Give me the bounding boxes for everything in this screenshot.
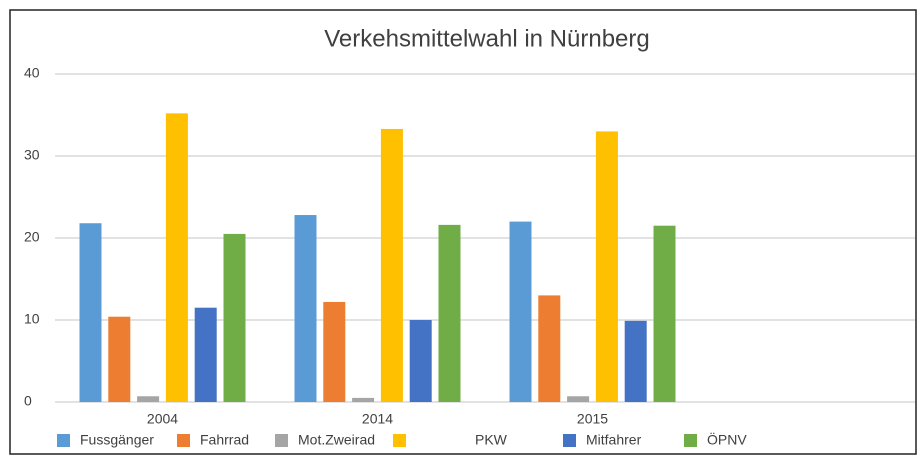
bar — [294, 215, 317, 402]
legend-label: Mot.Zweirad — [298, 432, 375, 448]
bar — [438, 224, 461, 402]
bar — [595, 131, 618, 402]
bar — [509, 221, 532, 402]
legend-swatch — [57, 434, 70, 447]
bar — [79, 223, 102, 402]
legend-label: ÖPNV — [707, 431, 747, 448]
legend-swatch — [563, 434, 576, 447]
x-tick-label: 2004 — [147, 411, 178, 427]
bar — [624, 320, 647, 402]
legend-label: PKW — [475, 432, 508, 448]
legend-swatch — [177, 434, 190, 447]
bar — [194, 307, 217, 402]
legend-swatch — [275, 434, 288, 447]
x-tick-label: 2015 — [577, 411, 608, 427]
bar — [352, 397, 375, 402]
x-tick-label: 2014 — [362, 411, 393, 427]
legend-label: Fussgänger — [80, 432, 154, 448]
y-tick-label: 0 — [24, 393, 32, 409]
y-tick-label: 40 — [24, 65, 40, 81]
y-tick-label: 10 — [24, 311, 40, 327]
bar — [165, 113, 188, 403]
chart-frame — [9, 9, 917, 455]
legend-label: Fahrrad — [200, 432, 249, 448]
bar — [323, 301, 346, 402]
legend-swatch — [393, 434, 406, 447]
bar — [653, 225, 676, 402]
bar — [137, 396, 160, 402]
y-tick-label: 30 — [24, 147, 40, 163]
y-tick-label: 20 — [24, 229, 40, 245]
bar — [380, 128, 403, 402]
bar — [567, 396, 590, 402]
bar — [108, 316, 131, 402]
bar — [538, 295, 561, 402]
bar — [409, 320, 432, 402]
chart-title: Verkehsmittelwahl in Nürnberg — [324, 25, 650, 52]
legend-swatch — [684, 434, 697, 447]
legend-label: Mitfahrer — [586, 432, 642, 448]
bar — [223, 233, 246, 402]
